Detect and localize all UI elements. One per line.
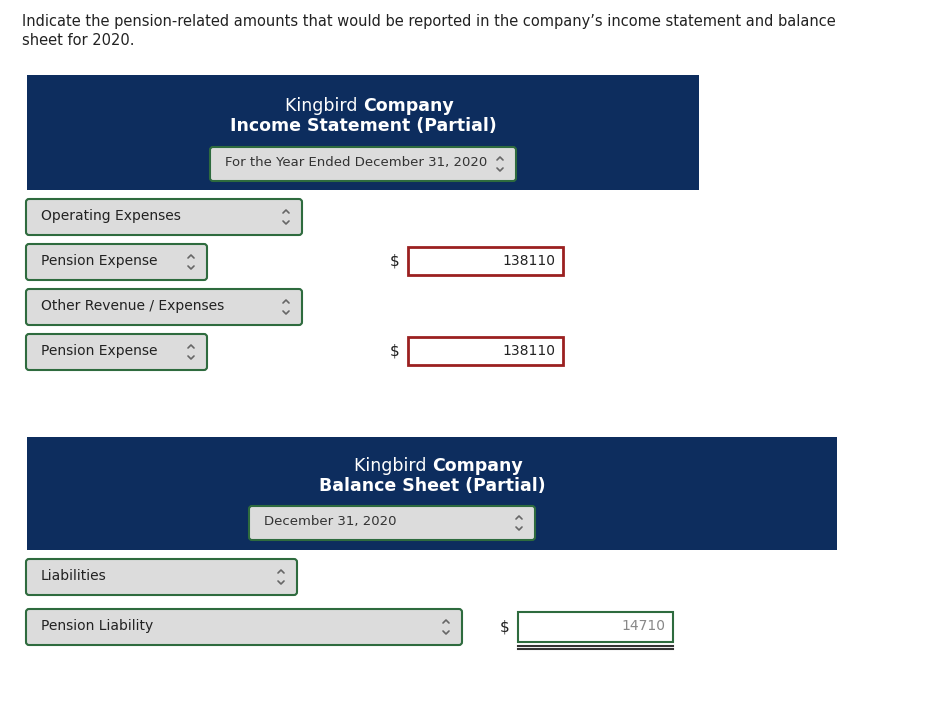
Text: $: $ bbox=[500, 619, 509, 634]
Text: 138110: 138110 bbox=[502, 254, 555, 268]
FancyBboxPatch shape bbox=[26, 559, 297, 595]
Text: Income Statement (Partial): Income Statement (Partial) bbox=[229, 117, 496, 135]
Text: Balance Sheet (Partial): Balance Sheet (Partial) bbox=[319, 477, 545, 495]
Text: Pension Expense: Pension Expense bbox=[41, 344, 157, 358]
Text: Indicate the pension-related amounts that would be reported in the company’s inc: Indicate the pension-related amounts tha… bbox=[22, 14, 836, 29]
Text: Liabilities: Liabilities bbox=[41, 569, 107, 583]
Bar bbox=[408, 247, 563, 275]
Text: Company: Company bbox=[363, 97, 454, 115]
Text: 138110: 138110 bbox=[502, 344, 555, 358]
Bar bbox=[518, 612, 673, 642]
Text: Other Revenue / Expenses: Other Revenue / Expenses bbox=[41, 299, 225, 313]
FancyBboxPatch shape bbox=[26, 289, 302, 325]
Text: Company: Company bbox=[432, 457, 523, 475]
Text: $: $ bbox=[390, 344, 400, 359]
Text: Operating Expenses: Operating Expenses bbox=[41, 209, 181, 223]
Text: Pension Liability: Pension Liability bbox=[41, 619, 153, 633]
Bar bbox=[27, 437, 837, 550]
Text: 14710: 14710 bbox=[621, 619, 665, 633]
FancyBboxPatch shape bbox=[26, 334, 207, 370]
Bar bbox=[408, 337, 563, 365]
FancyBboxPatch shape bbox=[26, 199, 302, 235]
FancyBboxPatch shape bbox=[26, 609, 462, 645]
Text: Kingbird: Kingbird bbox=[285, 97, 363, 115]
Bar bbox=[27, 75, 699, 190]
Text: For the Year Ended December 31, 2020: For the Year Ended December 31, 2020 bbox=[225, 156, 487, 169]
FancyBboxPatch shape bbox=[26, 244, 207, 280]
Text: $: $ bbox=[390, 254, 400, 269]
Text: December 31, 2020: December 31, 2020 bbox=[264, 515, 396, 528]
Text: Kingbird: Kingbird bbox=[354, 457, 432, 475]
FancyBboxPatch shape bbox=[249, 506, 535, 540]
FancyBboxPatch shape bbox=[210, 147, 516, 181]
Text: Pension Expense: Pension Expense bbox=[41, 254, 157, 268]
Text: sheet for 2020.: sheet for 2020. bbox=[22, 33, 134, 48]
